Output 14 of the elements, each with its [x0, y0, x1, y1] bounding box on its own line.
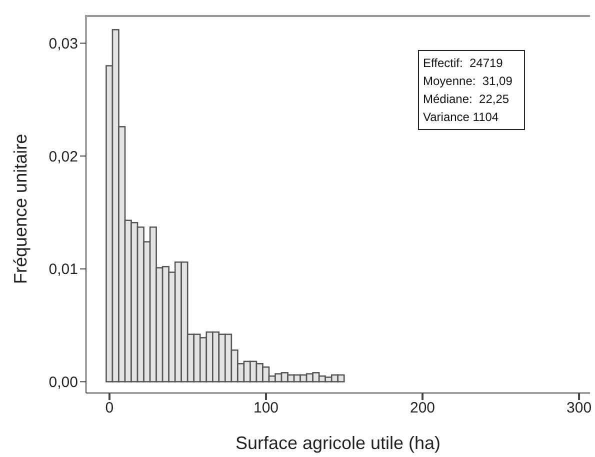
x-tick-label: 300 [566, 400, 592, 417]
annotation: Médiane: 22,25 [423, 91, 510, 108]
x-tick-label: 0 [105, 400, 114, 417]
x-axis-title: Surface agricole utile (ha) [235, 433, 441, 453]
x-tick-label: 100 [253, 400, 279, 417]
y-tick-label: 0,00 [48, 374, 78, 392]
annotation: Variance 1104 [423, 109, 500, 126]
y-tick-label: 0,01 [48, 261, 78, 278]
y-axis-title: Fréquence unitaire [10, 134, 30, 284]
annotation: Effectif: 24719 [423, 55, 504, 72]
annotation: Moyenne: 31,09 [423, 73, 512, 90]
y-tick-label: 0,02 [48, 148, 78, 166]
y-tick-label: 0,03 [48, 36, 78, 53]
x-tick-label: 200 [410, 400, 436, 417]
